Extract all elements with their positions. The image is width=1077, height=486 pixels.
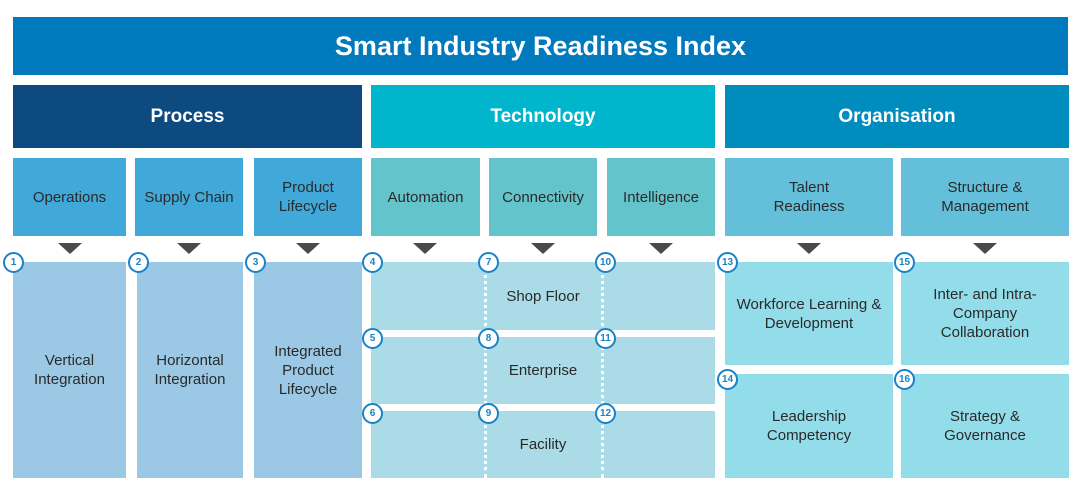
dimension-intelligence: Intelligence (607, 158, 715, 236)
dimension-structure-management: Structure & Management (901, 158, 1069, 236)
dimension-automation: Automation (371, 158, 480, 236)
pillar-shop-floor: Shop Floor (371, 262, 715, 330)
number-badge: 15 (894, 252, 915, 273)
number-badge: 4 (362, 252, 383, 273)
pillar-facility: Facility (371, 411, 715, 478)
category-organisation: Organisation (725, 85, 1069, 148)
arrow-down-icon (973, 243, 997, 254)
number-badge: 8 (478, 328, 499, 349)
number-badge: 12 (595, 403, 616, 424)
pillar-workforce-learning: Workforce Learning & Development (725, 262, 893, 365)
dimension-connectivity: Connectivity (489, 158, 597, 236)
arrow-down-icon (649, 243, 673, 254)
number-badge: 1 (3, 252, 24, 273)
arrow-down-icon (797, 243, 821, 254)
number-badge: 16 (894, 369, 915, 390)
arrow-down-icon (58, 243, 82, 254)
pillar-horizontal-integration: Horizontal Integration (137, 262, 243, 478)
pillar-vertical-integration: Vertical Integration (13, 262, 126, 478)
pillar-collaboration: Inter- and Intra-Company Collaboration (901, 262, 1069, 365)
page-title: Smart Industry Readiness Index (13, 17, 1068, 75)
category-technology: Technology (371, 85, 715, 148)
number-badge: 3 (245, 252, 266, 273)
arrow-down-icon (413, 243, 437, 254)
pillar-integrated-product-lifecycle: Integrated Product Lifecycle (254, 262, 362, 478)
dimension-product-lifecycle: Product Lifecycle (254, 158, 362, 236)
number-badge: 7 (478, 252, 499, 273)
number-badge: 11 (595, 328, 616, 349)
number-badge: 14 (717, 369, 738, 390)
dimension-talent-readiness: Talent Readiness (725, 158, 893, 236)
pillar-strategy-governance: Strategy & Governance (901, 374, 1069, 478)
divider (601, 262, 604, 478)
divider (484, 262, 487, 478)
number-badge: 13 (717, 252, 738, 273)
number-badge: 9 (478, 403, 499, 424)
number-badge: 6 (362, 403, 383, 424)
category-process: Process (13, 85, 362, 148)
dimension-operations: Operations (13, 158, 126, 236)
dimension-supply-chain: Supply Chain (135, 158, 243, 236)
number-badge: 2 (128, 252, 149, 273)
pillar-enterprise: Enterprise (371, 337, 715, 404)
arrow-down-icon (531, 243, 555, 254)
number-badge: 10 (595, 252, 616, 273)
arrow-down-icon (296, 243, 320, 254)
number-badge: 5 (362, 328, 383, 349)
arrow-down-icon (177, 243, 201, 254)
pillar-leadership-competency: Leadership Competency (725, 374, 893, 478)
